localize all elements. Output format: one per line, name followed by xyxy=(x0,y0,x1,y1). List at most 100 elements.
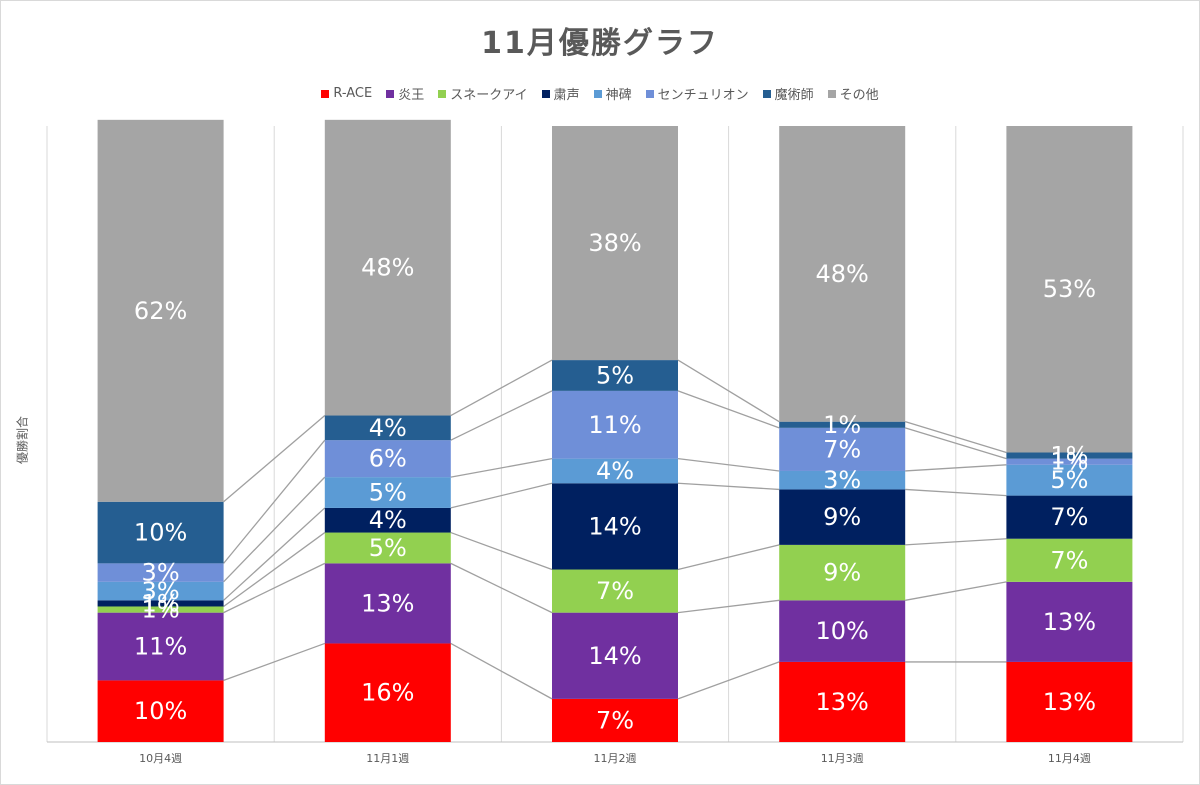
bar-segment xyxy=(552,483,678,570)
series-line xyxy=(223,415,326,503)
data-label: 1% xyxy=(823,411,861,439)
legend-label: 魔術師 xyxy=(774,88,814,103)
bar-segment xyxy=(552,458,678,484)
data-label: 14% xyxy=(588,642,641,670)
bar-segment xyxy=(779,126,906,422)
bar-segment xyxy=(552,360,678,391)
legend-item: 粛声 xyxy=(541,84,580,103)
series-line xyxy=(223,532,326,608)
bar-segment xyxy=(324,119,451,416)
bar-segment xyxy=(1006,538,1133,582)
data-label: 11% xyxy=(588,411,641,439)
data-label: 1% xyxy=(142,596,180,624)
bar-segment xyxy=(779,489,906,545)
series-line xyxy=(905,581,1007,601)
chart-title: 11月優勝グラフ xyxy=(481,26,719,61)
bar-segment xyxy=(1006,126,1133,453)
legend-item: R-ACE xyxy=(321,84,372,103)
legend-swatch xyxy=(762,89,771,98)
legend-label: 神碑 xyxy=(605,88,632,103)
series-line xyxy=(677,544,780,571)
bar-segment xyxy=(324,440,451,478)
data-label: 7% xyxy=(1050,503,1088,531)
bar-segment xyxy=(324,415,451,441)
series-line xyxy=(223,439,326,564)
data-label: 48% xyxy=(361,254,414,282)
series-line xyxy=(223,476,326,583)
data-label: 13% xyxy=(1043,688,1096,716)
legend-swatch xyxy=(541,89,550,98)
data-label: 48% xyxy=(816,260,869,288)
series-line xyxy=(450,562,553,614)
bar-segment xyxy=(97,612,224,681)
series-lines xyxy=(223,359,1007,700)
bar-segment xyxy=(552,698,678,742)
bar-segment xyxy=(97,581,224,601)
data-label: 9% xyxy=(823,503,861,531)
legend-swatch xyxy=(827,89,836,98)
series-line xyxy=(905,488,1007,497)
series-line xyxy=(223,642,326,682)
legend-label: 粛声 xyxy=(553,88,580,103)
legend-item: 魔術師 xyxy=(762,84,814,103)
series-line xyxy=(905,538,1007,546)
bar-segment xyxy=(97,563,224,582)
data-label: 7% xyxy=(596,577,634,605)
bar-segment xyxy=(779,427,906,471)
bar-segment xyxy=(1006,464,1133,496)
bar-segment xyxy=(97,606,224,613)
data-label: 7% xyxy=(596,706,634,734)
bar-segment xyxy=(552,569,678,613)
legend-item: 炎王 xyxy=(386,84,424,103)
data-label: 9% xyxy=(823,559,861,587)
bar-segment xyxy=(779,421,906,428)
bar-segment xyxy=(779,470,906,490)
data-label: 13% xyxy=(361,589,414,617)
data-label: 1% xyxy=(1050,442,1088,470)
bar-segment xyxy=(779,544,906,601)
series-line xyxy=(677,457,780,472)
data-label: 11% xyxy=(134,633,187,661)
series-line xyxy=(677,661,780,700)
data-label: 1% xyxy=(142,589,180,617)
series-line xyxy=(450,359,553,417)
data-label: 53% xyxy=(1043,275,1096,303)
data-label: 5% xyxy=(369,479,407,507)
bar-segment xyxy=(1006,581,1133,662)
data-label: 13% xyxy=(1043,608,1096,636)
series-line xyxy=(905,427,1007,460)
series-line xyxy=(450,390,553,441)
series-line xyxy=(905,464,1007,472)
legend-label: R-ACE xyxy=(333,86,373,101)
data-label: 1% xyxy=(1050,448,1088,476)
bar-segment xyxy=(552,126,678,361)
series-line xyxy=(450,531,553,571)
legend-swatch xyxy=(321,89,330,98)
bar-segment xyxy=(324,507,451,533)
legend-swatch xyxy=(438,89,447,98)
legend-label: スネークアイ xyxy=(450,88,528,103)
bar-segment xyxy=(552,390,678,459)
data-label: 3% xyxy=(142,577,180,605)
data-label: 6% xyxy=(369,445,407,473)
x-tick-label: 11月3週 xyxy=(821,752,864,765)
x-tick-label: 11月1週 xyxy=(366,752,409,765)
legend-label: センチュリオン xyxy=(657,88,749,103)
x-tick-label: 11月2週 xyxy=(594,752,637,765)
data-label: 5% xyxy=(596,361,634,389)
data-label: 10% xyxy=(816,617,869,645)
data-label: 16% xyxy=(361,679,414,707)
legend-item: その他 xyxy=(827,84,879,103)
bar-segment xyxy=(779,600,906,662)
data-label: 4% xyxy=(369,414,407,442)
series-line xyxy=(905,421,1007,454)
series-line xyxy=(450,458,553,478)
data-label: 13% xyxy=(816,688,869,716)
bar-segment xyxy=(97,119,224,502)
series-line xyxy=(677,482,780,491)
bar-segment xyxy=(1006,452,1133,459)
data-label: 7% xyxy=(823,435,861,463)
data-label: 62% xyxy=(134,297,187,325)
bar-segment xyxy=(324,643,451,742)
data-label: 3% xyxy=(142,559,180,587)
